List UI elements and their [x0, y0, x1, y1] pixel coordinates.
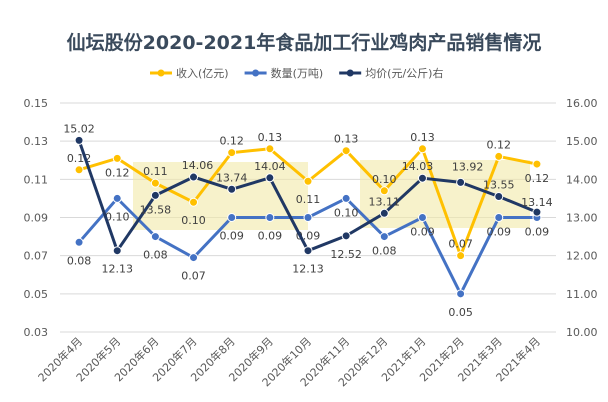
data-point	[341, 231, 351, 241]
data-label: 15.02	[63, 122, 95, 135]
data-point	[227, 184, 237, 194]
data-label: 12.52	[330, 248, 362, 261]
data-label: 13.11	[369, 195, 401, 208]
data-label: 0.08	[67, 254, 92, 267]
data-point	[532, 159, 542, 169]
data-point	[379, 208, 389, 218]
data-label: 0.08	[143, 249, 168, 262]
data-point	[494, 151, 504, 161]
data-label: 0.09	[258, 230, 283, 243]
data-point	[74, 135, 84, 145]
data-point	[189, 197, 199, 207]
legend-label: 收入(亿元)	[176, 66, 229, 80]
data-point	[150, 178, 160, 188]
data-label: 0.05	[448, 306, 473, 319]
legend-label: 数量(万吨)	[271, 67, 324, 80]
data-label: 13.74	[216, 171, 248, 184]
right-tick-label: 12.00	[566, 250, 598, 263]
legend-marker	[346, 69, 354, 77]
data-label: 0.09	[410, 226, 435, 239]
data-label: 0.07	[181, 270, 206, 283]
data-point	[494, 192, 504, 202]
data-label: 0.10	[181, 214, 206, 227]
left-tick-label: 0.11	[24, 173, 49, 186]
left-tick-label: 0.13	[24, 135, 49, 148]
data-point	[189, 253, 199, 263]
data-point	[112, 153, 122, 163]
legend-marker	[157, 69, 165, 77]
data-point	[303, 246, 313, 256]
left-tick-label: 0.05	[24, 288, 49, 301]
legend-label: 均价(元/公斤)右	[365, 66, 443, 80]
data-label: 0.13	[258, 131, 283, 144]
right-tick-label: 15.00	[566, 135, 598, 148]
data-point	[456, 251, 466, 261]
data-label: 0.07	[448, 238, 473, 251]
data-point	[150, 232, 160, 242]
data-label: 0.12	[525, 172, 550, 185]
data-label: 0.09	[219, 230, 244, 243]
left-tick-label: 0.15	[24, 97, 49, 110]
data-label: 0.11	[143, 165, 168, 178]
left-tick-label: 0.03	[24, 326, 49, 339]
data-label: 14.04	[254, 160, 286, 173]
data-label: 12.13	[292, 263, 324, 276]
data-label: 0.10	[105, 210, 130, 223]
data-point	[265, 144, 275, 154]
data-point	[189, 172, 199, 182]
data-label: 0.13	[334, 133, 359, 146]
data-label: 0.09	[487, 226, 512, 239]
data-label: 14.06	[182, 159, 214, 172]
right-tick-label: 16.00	[566, 97, 598, 110]
right-tick-label: 10.00	[566, 326, 598, 339]
data-point	[112, 246, 122, 256]
data-point	[417, 144, 427, 154]
data-label: 13.14	[521, 196, 553, 209]
data-point	[417, 213, 427, 222]
data-label: 13.92	[452, 160, 484, 173]
right-tick-label: 11.00	[566, 288, 598, 301]
data-label: 13.58	[140, 203, 172, 216]
data-label: 13.55	[483, 179, 515, 192]
data-label: 0.12	[487, 138, 512, 151]
data-label: 0.13	[410, 131, 435, 144]
data-point	[532, 207, 542, 217]
data-label: 0.11	[296, 193, 321, 206]
data-point	[303, 176, 313, 186]
data-point	[341, 146, 351, 156]
data-label: 0.12	[105, 166, 130, 179]
data-point	[265, 213, 275, 222]
data-label: 0.09	[525, 226, 550, 239]
data-label: 0.12	[219, 135, 244, 148]
data-point	[112, 193, 122, 203]
legend-marker	[252, 69, 260, 77]
data-point	[227, 148, 237, 158]
left-tick-label: 0.09	[24, 212, 49, 225]
data-point	[227, 213, 237, 222]
data-point	[456, 177, 466, 187]
data-label: 14.03	[402, 160, 434, 173]
data-label: 0.10	[334, 206, 359, 219]
data-point	[456, 289, 466, 299]
data-point	[74, 237, 84, 247]
data-point	[494, 213, 504, 222]
data-label: 12.13	[101, 263, 133, 276]
data-point	[379, 186, 389, 196]
data-point	[74, 165, 84, 175]
right-tick-label: 13.00	[566, 212, 598, 225]
left-tick-label: 0.07	[24, 250, 49, 263]
right-tick-label: 14.00	[566, 173, 598, 186]
data-point	[417, 173, 427, 183]
data-point	[303, 213, 313, 222]
data-point	[341, 193, 351, 203]
data-point	[150, 190, 160, 200]
data-point	[379, 232, 389, 242]
chart-title: 仙坛股份2020-2021年食品加工行业鸡肉产品销售情况	[66, 32, 542, 54]
data-label: 0.10	[372, 173, 397, 186]
data-point	[265, 173, 275, 183]
data-label: 0.08	[372, 245, 397, 258]
